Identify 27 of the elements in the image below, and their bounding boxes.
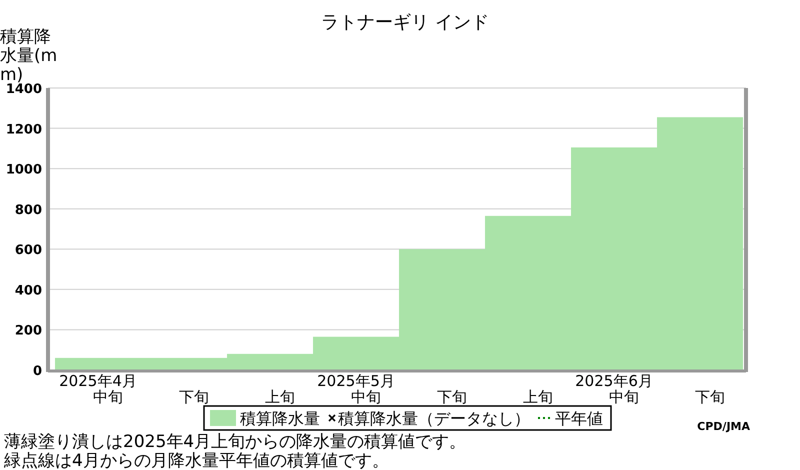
- text: 緑点線は4月からの月降水量平年値の積算値です。: [3, 451, 389, 470]
- x-tick-label: 下旬: [437, 388, 467, 406]
- y-tick-label: 600: [14, 243, 42, 258]
- legend-label: 平年値: [555, 409, 603, 428]
- legend-label: 積算降水量（データなし）: [338, 409, 530, 428]
- y-tick-label: 1000: [6, 162, 42, 178]
- y-tick-label: 400: [14, 283, 42, 298]
- y-tick-label: 200: [14, 324, 42, 339]
- legend-label: 積算降水量: [240, 409, 320, 428]
- y-tick-label: 0: [32, 364, 42, 379]
- y-tick-label: 1400: [6, 82, 42, 97]
- x-tick-label: 中旬: [351, 388, 381, 406]
- x-tick-label: 上旬: [523, 388, 553, 406]
- text: 薄緑塗り潰しは2025年4月上旬からの降水量の積算値です。: [4, 432, 466, 452]
- text: 2025年6月: [575, 372, 653, 390]
- y-tick-label: 800: [14, 202, 42, 218]
- y-axis-title: 積算降水量(mm): [0, 27, 58, 85]
- chart-title: ラトナーギリ インド: [321, 12, 489, 33]
- x-tick-label: 下旬: [695, 388, 725, 406]
- y-tick-label: 1200: [6, 122, 42, 138]
- x-tick-label: 中旬: [609, 388, 639, 406]
- x-tick-label: 下旬: [179, 388, 209, 406]
- x-tick-label: 上旬: [265, 388, 295, 406]
- x-tick-label: 中旬: [93, 388, 123, 406]
- text: 2025年4月: [59, 372, 137, 390]
- text: 2025年5月: [317, 372, 395, 390]
- text: CPD/JMA: [697, 420, 750, 433]
